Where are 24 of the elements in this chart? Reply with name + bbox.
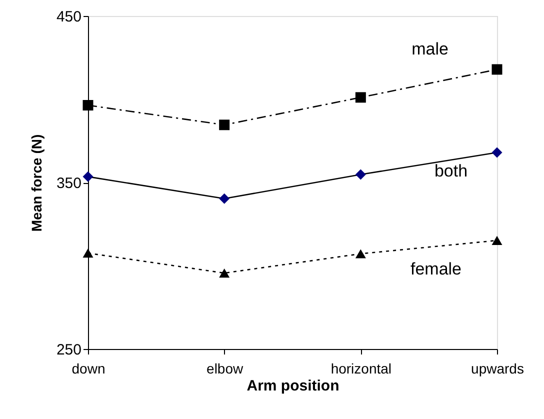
point xyxy=(219,193,230,204)
point xyxy=(492,236,502,245)
series-label: both xyxy=(434,162,468,181)
x-tick-label: horizontal xyxy=(330,360,392,376)
y-axis-title: Mean force (N) xyxy=(28,134,44,232)
point xyxy=(355,169,366,180)
y-tick-label: 350 xyxy=(56,175,82,192)
y-tick-label: 250 xyxy=(56,342,82,358)
point xyxy=(492,147,502,158)
point xyxy=(82,248,94,258)
x-axis-title: Arm position xyxy=(246,378,340,394)
y-tick-label: 450 xyxy=(56,8,82,26)
x-tick-label: down xyxy=(72,360,106,376)
x-tick-label: elbow xyxy=(206,360,244,376)
point xyxy=(82,171,94,182)
series-label: male xyxy=(412,39,448,58)
x-tick-label: upwards xyxy=(471,360,524,376)
series-label: female xyxy=(410,259,462,278)
point xyxy=(219,120,230,130)
point xyxy=(492,64,502,75)
point xyxy=(355,92,366,103)
point xyxy=(219,268,230,278)
point xyxy=(82,100,94,110)
point xyxy=(355,249,366,258)
